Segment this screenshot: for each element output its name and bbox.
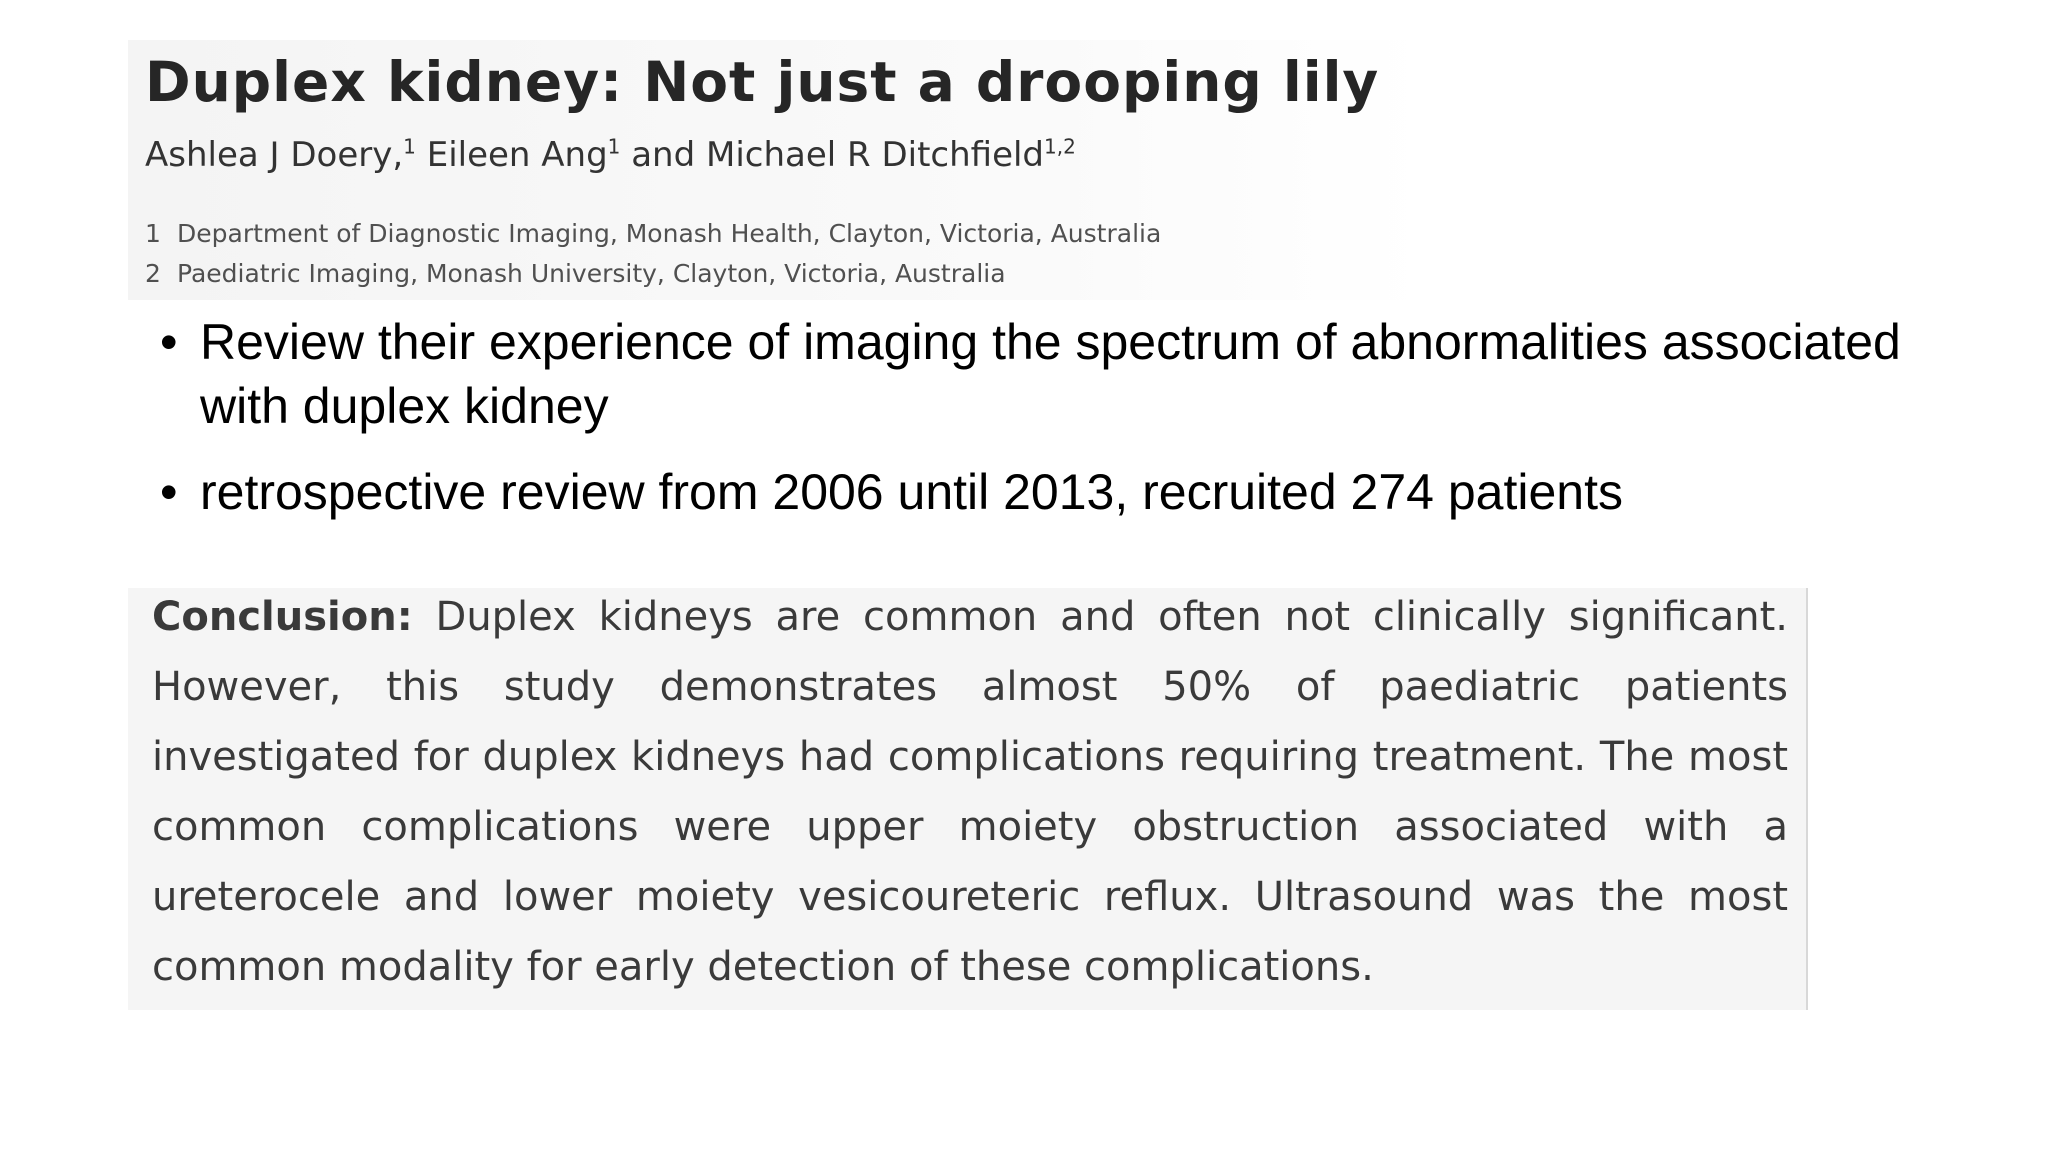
bullet-item: retrospective review from 2006 until 201… — [160, 460, 1960, 524]
affiliation-list: 1 Department of Diagnostic Imaging, Monas… — [145, 214, 1161, 294]
author-list: Ashlea J Doery,1 Eileen Ang1 and Michael… — [145, 135, 1076, 175]
author-affiliation-mark: 1 — [607, 134, 621, 159]
conclusion-label: Conclusion: — [152, 594, 413, 640]
author-name: and Michael R Ditchfield — [620, 135, 1045, 175]
affiliation-text: Department of Diagnostic Imaging, Monash… — [177, 219, 1162, 248]
paper-header-excerpt — [128, 40, 1428, 300]
author-affiliation-mark: 1,2 — [1044, 134, 1076, 159]
affiliation-text: Paediatric Imaging, Monash University, C… — [177, 259, 1006, 288]
bullet-list: Review their experience of imaging the s… — [160, 310, 1960, 546]
paper-title: Duplex kidney: Not just a drooping lily — [145, 50, 1380, 114]
affiliation-item: 2 Paediatric Imaging, Monash University, … — [145, 254, 1161, 294]
affiliation-number: 2 — [145, 259, 161, 288]
author-name: Eileen Ang — [415, 135, 608, 175]
author-affiliation-mark: 1 — [403, 134, 416, 159]
affiliation-item: 1 Department of Diagnostic Imaging, Monas… — [145, 214, 1161, 254]
affiliation-number: 1 — [145, 219, 161, 248]
conclusion-body: Duplex kidneys are common and often not … — [152, 594, 1788, 990]
author-name: Ashlea J Doery, — [145, 135, 404, 175]
bullet-item: Review their experience of imaging the s… — [160, 310, 1960, 438]
conclusion-paragraph: Conclusion: Duplex kidneys are common an… — [152, 582, 1788, 1002]
conclusion-excerpt-box — [128, 588, 1808, 1010]
